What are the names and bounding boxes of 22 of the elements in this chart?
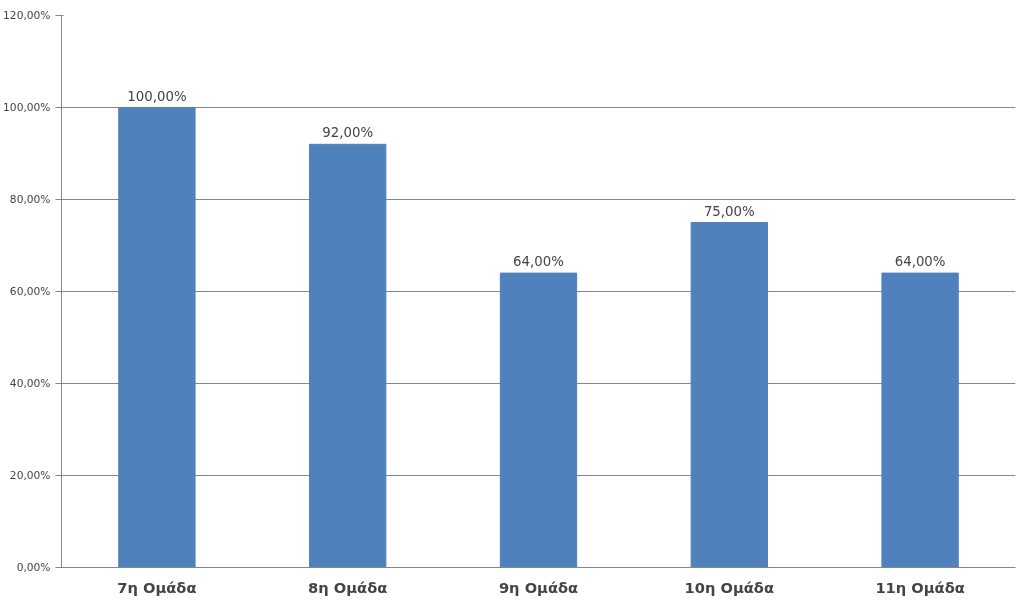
x-tick-label: 9η Ομάδα [498, 578, 579, 596]
data-label: 92,00% [322, 125, 374, 141]
bar [499, 272, 578, 568]
bar [309, 143, 387, 568]
data-label: 100,00% [127, 88, 187, 104]
bar [881, 272, 959, 568]
y-tick-label: 80,00% [9, 193, 51, 206]
data-label: 64,00% [894, 254, 946, 270]
data-label: 75,00% [703, 203, 755, 219]
y-tick-label: 120,00% [3, 9, 51, 22]
x-tick-label: 10η Ομάδα [684, 578, 774, 596]
y-tick-label: 60,00% [9, 285, 51, 298]
x-tick-label: 11η Ομάδα [875, 578, 965, 596]
data-label: 64,00% [513, 254, 564, 270]
y-tick-label: 40,00% [9, 377, 51, 390]
bar [118, 107, 196, 568]
y-tick-label: 0,00% [16, 561, 51, 574]
y-tick-label: 20,00% [9, 469, 51, 482]
x-tick-label: 8η Ομάδα [308, 578, 388, 596]
y-tick-label: 100,00% [3, 101, 51, 114]
x-tick-label: 7η Ομάδα [117, 578, 197, 596]
bar [690, 222, 768, 568]
